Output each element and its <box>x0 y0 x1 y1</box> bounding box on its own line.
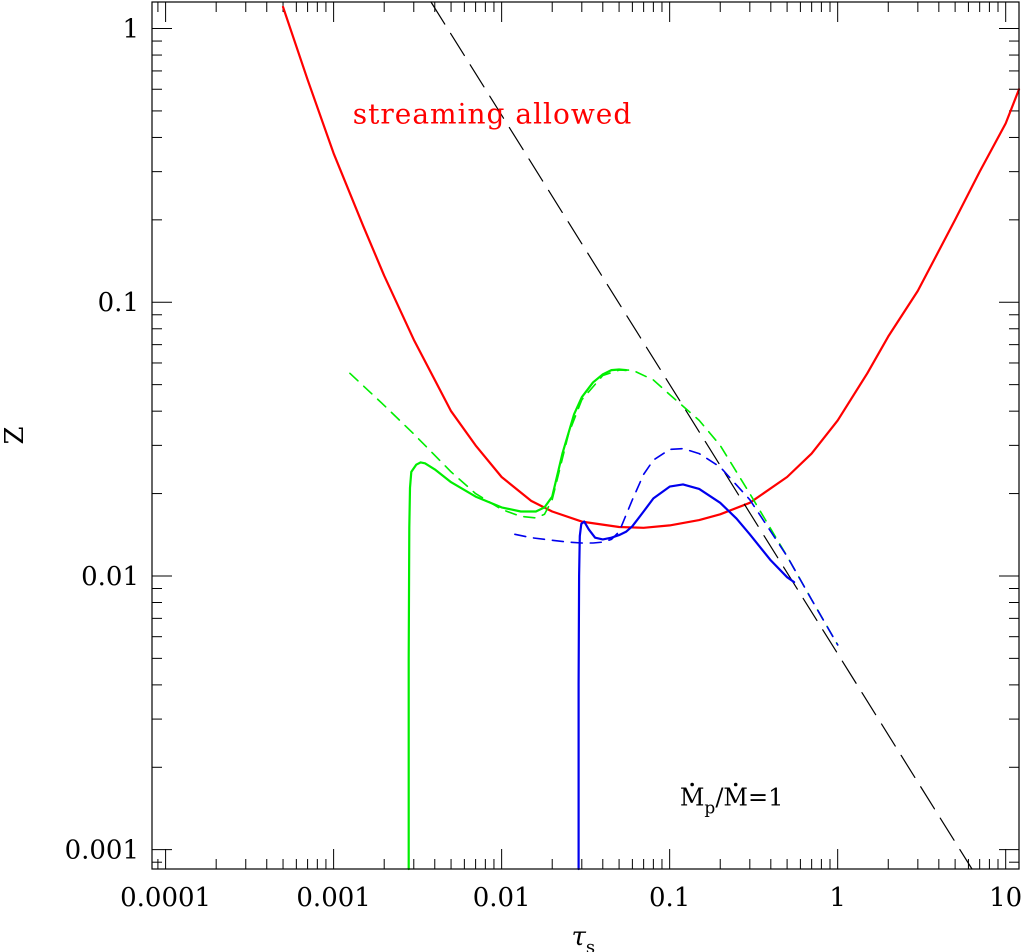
dot-accent <box>733 782 738 787</box>
mass-rate-dots <box>690 782 738 787</box>
series-line-blue-solid <box>577 483 796 871</box>
tick-labels: 0.0001 0.001 0.01 0.1 1 10 0.001 0.01 0.1 1 <box>65 15 1021 913</box>
x-tick-label: 0.1 <box>649 883 690 913</box>
series-line-green-solid <box>407 368 628 871</box>
x-tick-label: 0.001 <box>296 883 370 913</box>
ratio-equals: =1 <box>748 784 783 812</box>
dot-accent <box>690 782 694 787</box>
y-tick-label: 1 <box>122 15 139 45</box>
mass-flux-ratio-label: Mp/M=1 <box>680 784 784 819</box>
y-tick-label: 0.01 <box>81 562 139 592</box>
x-axis-symbol: τ <box>572 922 587 952</box>
series-line-streaming-threshold <box>281 5 1021 529</box>
y-tick-label: 0.001 <box>65 836 139 866</box>
ratio-slash: / <box>715 784 724 812</box>
x-axis-title: τs <box>572 922 596 952</box>
x-tick-label: 0.01 <box>473 883 531 913</box>
series-line-asymptote <box>430 1 973 870</box>
y-tick-label: 0.1 <box>98 288 139 318</box>
data-series <box>281 1 1021 871</box>
ratio-sub-p: p <box>704 799 715 819</box>
x-tick-label: 10 <box>989 883 1021 913</box>
tick-marks <box>152 2 1019 869</box>
ratio-m-p: M <box>680 784 705 812</box>
series-line-green-dashed <box>349 369 839 646</box>
y-axis-title: Z <box>0 426 30 444</box>
x-tick-label: 0.0001 <box>120 883 211 913</box>
streaming-allowed-label: streaming allowed <box>353 97 633 130</box>
ratio-m: M <box>723 784 748 812</box>
series-line-blue-dashed <box>514 447 839 646</box>
x-tick-label: 1 <box>829 883 846 913</box>
x-axis-subscript: s <box>586 937 595 952</box>
plot-frame <box>151 1 1020 870</box>
